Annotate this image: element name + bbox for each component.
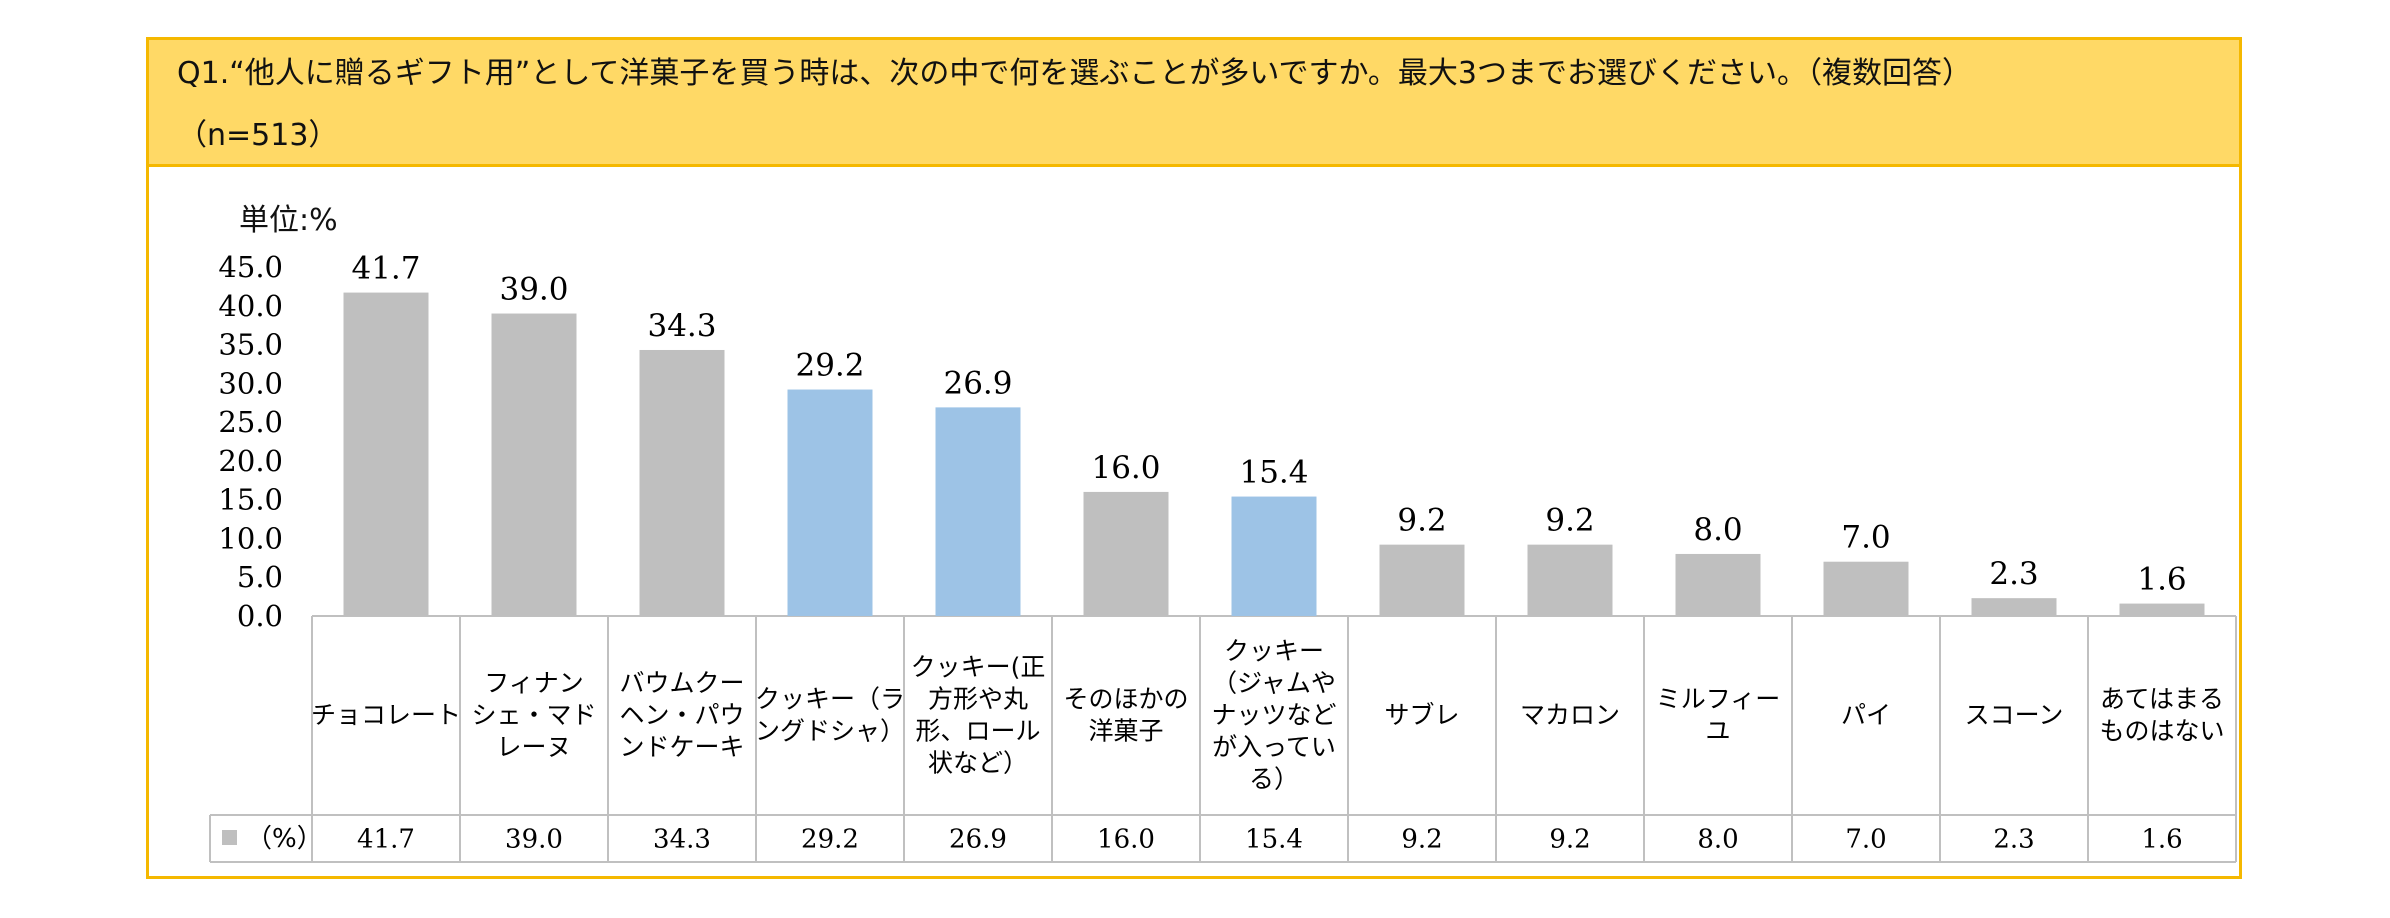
category-label: ものはない [2099, 717, 2224, 746]
category-label: あてはまる [2100, 685, 2224, 714]
category-label: ヘン・パウ [619, 701, 744, 730]
data-label: 15.4 [1239, 455, 1308, 491]
data-label: 1.6 [2137, 562, 2186, 598]
bar [787, 389, 873, 616]
sample-size: （n=513） [177, 118, 339, 153]
category-label: ンドケーキ [619, 733, 744, 762]
category-label: レーヌ [496, 733, 571, 762]
bar [1971, 598, 2057, 616]
bar [1231, 496, 1317, 616]
data-label: 2.3 [1989, 556, 2038, 592]
category-label: パイ [1841, 701, 1891, 730]
category-label: 方形や丸 [928, 685, 1028, 714]
category-label: サブレ [1384, 701, 1459, 730]
table-value: 2.3 [1993, 825, 2034, 855]
category-label: 形、ロール [915, 717, 1040, 746]
category-label: （ジャムや [1212, 669, 1336, 698]
bar [1823, 561, 1909, 616]
data-label: 16.0 [1091, 450, 1160, 486]
data-label: 39.0 [499, 272, 568, 308]
data-label: 29.2 [795, 348, 864, 384]
y-tick-label: 40.0 [218, 289, 283, 323]
category-label: チョコレート [311, 701, 461, 730]
category-label: バウムクー [619, 669, 744, 698]
y-tick-label: 15.0 [218, 483, 283, 517]
y-tick-label: 30.0 [218, 366, 283, 400]
bar [1675, 553, 1761, 616]
data-label: 26.9 [943, 365, 1012, 401]
category-label: ングドシャ） [755, 717, 905, 746]
bar [343, 292, 429, 616]
legend-swatch [222, 830, 237, 845]
category-label: クッキー(正 [911, 653, 1046, 682]
bar [491, 313, 577, 616]
category-label: そのほかの [1063, 685, 1188, 714]
category-label: ユ [1705, 717, 1730, 746]
data-label: 41.7 [351, 251, 420, 287]
table-value: 9.2 [1401, 825, 1442, 855]
table-value: 29.2 [801, 825, 859, 855]
category-label: フィナン [484, 669, 584, 698]
table-value: 8.0 [1697, 825, 1738, 855]
category-label: シェ・マド [471, 701, 596, 730]
table-value: 26.9 [949, 825, 1007, 855]
category-label: ナッツなど [1211, 701, 1336, 730]
bar [2119, 603, 2205, 616]
y-tick-label: 0.0 [237, 599, 283, 633]
y-tick-label: 10.0 [218, 521, 283, 555]
category-label: が入ってい [1212, 733, 1336, 762]
bar [1083, 491, 1169, 616]
bar [1527, 544, 1613, 616]
category-label: 状など） [928, 749, 1028, 778]
unit-label: 単位:% [239, 203, 338, 238]
table-value: 1.6 [2141, 825, 2182, 855]
table-value: 15.4 [1245, 825, 1303, 855]
data-label: 9.2 [1397, 503, 1446, 539]
bar [1379, 544, 1465, 616]
data-label: 9.2 [1545, 503, 1594, 539]
table-value: 16.0 [1097, 825, 1155, 855]
question-header: Q1.“他人に贈るギフト用”として洋菓子を買う時は、次の中で何を選ぶことが多いで… [149, 40, 2239, 167]
table-value: 7.0 [1845, 825, 1886, 855]
table-value: 39.0 [505, 825, 563, 855]
data-label: 34.3 [647, 308, 716, 344]
category-label: ミルフィー [1656, 685, 1781, 714]
category-label: クッキー（ラ [755, 685, 905, 714]
bar [935, 407, 1021, 616]
y-tick-label: 45.0 [218, 250, 283, 284]
y-tick-label: 35.0 [218, 328, 283, 362]
legend-label: （%） [246, 824, 323, 854]
table-value: 9.2 [1549, 825, 1590, 855]
question-text: Q1.“他人に贈るギフト用”として洋菓子を買う時は、次の中で何を選ぶことが多いで… [177, 56, 1973, 91]
y-tick-label: 20.0 [218, 444, 283, 478]
category-label: クッキー [1224, 637, 1324, 666]
bar [639, 349, 725, 616]
category-label: る） [1249, 765, 1299, 794]
category-label: 洋菓子 [1088, 717, 1163, 746]
y-tick-label: 5.0 [237, 560, 283, 594]
category-label: スコーン [1965, 701, 2064, 730]
table-value: 34.3 [653, 825, 711, 855]
data-label: 8.0 [1693, 512, 1742, 548]
data-label: 7.0 [1841, 520, 1890, 556]
y-tick-label: 25.0 [218, 405, 283, 439]
category-label: マカロン [1520, 701, 1620, 730]
table-value: 41.7 [357, 825, 415, 855]
